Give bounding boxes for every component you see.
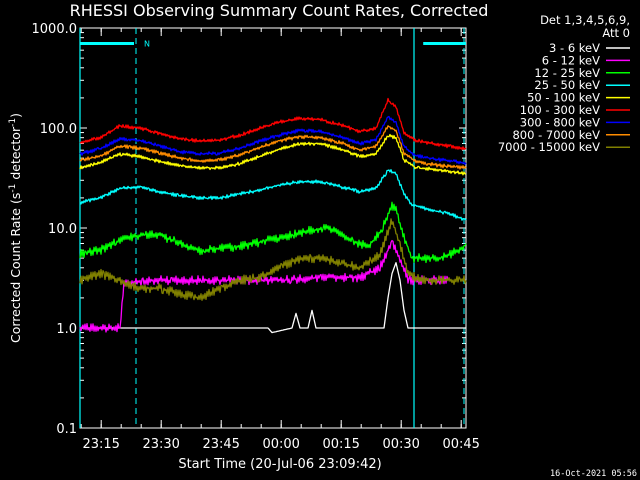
- legend-label: 3 - 6 keV: [549, 41, 600, 55]
- legend-label: 7000 - 15000 keV: [498, 140, 600, 154]
- plot-frame: [79, 27, 467, 429]
- x-tick-label: 00:45: [442, 437, 479, 452]
- legend-label: 6 - 12 keV: [542, 53, 600, 67]
- legend-label: 12 - 25 keV: [534, 66, 600, 80]
- y-axis-label: Corrected Count Rate (s-1 detector-1): [8, 113, 23, 343]
- series-line-8: [79, 218, 467, 301]
- series-line-7: [79, 125, 467, 170]
- y-tick-label: 1000.0: [32, 22, 78, 37]
- x-tick-label: 23:45: [202, 437, 239, 452]
- series-line-6: [79, 115, 467, 165]
- night-label: N: [144, 39, 150, 48]
- legend-label: 300 - 800 keV: [520, 115, 600, 129]
- x-tick-label: 00:15: [322, 437, 359, 452]
- legend-header-line1: Det 1,3,4,5,6,9,: [540, 13, 630, 27]
- legend-label: 50 - 100 keV: [527, 91, 600, 105]
- series-line-4: [79, 133, 467, 176]
- plot-timestamp: 16-Oct-2021 05:56: [550, 469, 637, 479]
- series-line-2: [79, 201, 467, 264]
- y-tick-label: 10.0: [48, 222, 77, 237]
- x-tick-label: 23:15: [82, 437, 119, 452]
- y-tick-label: 0.1: [56, 422, 77, 437]
- chart-title: RHESSI Observing Summary Count Rates, Co…: [70, 1, 489, 20]
- x-tick-label: 00:30: [382, 437, 419, 452]
- legend-label: 25 - 50 keV: [534, 78, 600, 92]
- y-tick-label: 100.0: [40, 122, 77, 137]
- legend-label: 100 - 300 keV: [520, 103, 600, 117]
- series-line-0: [80, 262, 466, 334]
- series-line-5: [79, 97, 467, 151]
- series-line-1: [79, 239, 449, 333]
- legend-header-line2: Att 0: [602, 26, 630, 40]
- series-line-3: [79, 169, 467, 221]
- x-axis-label: Start Time (20-Jul-06 23:09:42): [178, 457, 381, 472]
- x-tick-label: 23:30: [142, 437, 179, 452]
- legend-label: 800 - 7000 keV: [512, 128, 600, 142]
- plot-area: 0.1 1.0 10.0 100.0 1000.0 23:15 23:30 23:45 00:…: [32, 22, 480, 452]
- x-tick-label: 00:00: [262, 437, 299, 452]
- y-tick-label: 1.0: [56, 322, 77, 337]
